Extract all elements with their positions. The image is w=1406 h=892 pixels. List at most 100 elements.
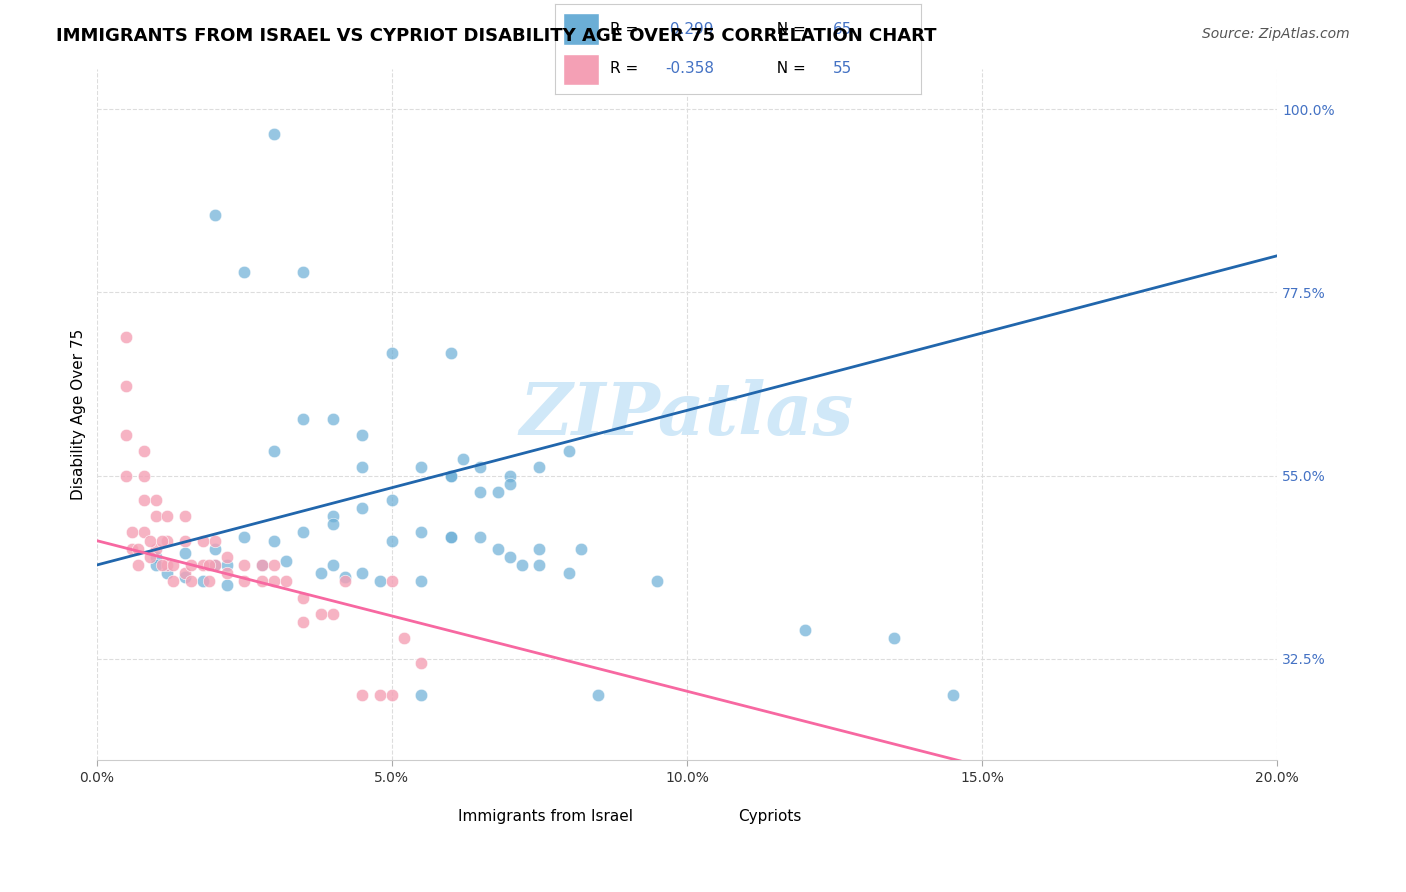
Point: [322, 517, 344, 532]
Point: [191, 574, 214, 589]
Point: [368, 574, 391, 589]
Point: [486, 541, 509, 556]
Point: [145, 541, 167, 556]
Point: [292, 411, 315, 425]
Text: Immigrants from Israel: Immigrants from Israel: [458, 809, 633, 824]
Point: [191, 558, 214, 572]
Point: [381, 688, 404, 702]
Point: [156, 509, 179, 524]
Point: [292, 525, 315, 540]
Point: [121, 525, 143, 540]
Point: [569, 541, 592, 556]
Point: [529, 541, 551, 556]
Point: [162, 558, 184, 572]
Point: [139, 533, 162, 548]
Point: [174, 566, 197, 581]
Text: -0.358: -0.358: [665, 62, 714, 76]
Point: [381, 533, 404, 548]
Point: [132, 525, 155, 540]
Point: [440, 468, 463, 483]
Point: [274, 554, 297, 568]
Point: [145, 558, 167, 572]
Point: [204, 208, 226, 222]
Point: [250, 574, 273, 589]
Text: 65: 65: [834, 22, 852, 37]
Point: [250, 558, 273, 572]
Point: [411, 688, 433, 702]
Point: [794, 623, 817, 637]
Point: [292, 591, 315, 605]
Text: N =: N =: [768, 22, 811, 37]
Point: [558, 444, 581, 458]
Point: [381, 346, 404, 360]
FancyBboxPatch shape: [562, 13, 599, 45]
Point: [381, 492, 404, 507]
Text: 0.299: 0.299: [665, 22, 713, 37]
Point: [440, 346, 463, 360]
Point: [292, 615, 315, 629]
Point: [174, 533, 197, 548]
Point: [115, 427, 138, 442]
Point: [156, 566, 179, 581]
Point: [322, 558, 344, 572]
Point: [322, 607, 344, 621]
Point: [309, 607, 332, 621]
Point: [174, 570, 197, 584]
Point: [132, 444, 155, 458]
Point: [529, 460, 551, 475]
Point: [204, 533, 226, 548]
Point: [204, 558, 226, 572]
Point: [132, 468, 155, 483]
Point: [352, 688, 374, 702]
Point: [250, 558, 273, 572]
Point: [333, 570, 356, 584]
FancyBboxPatch shape: [562, 54, 599, 85]
Point: [145, 509, 167, 524]
Point: [411, 460, 433, 475]
Text: ZIPatlas: ZIPatlas: [520, 379, 853, 450]
Point: [942, 688, 965, 702]
Text: IMMIGRANTS FROM ISRAEL VS CYPRIOT DISABILITY AGE OVER 75 CORRELATION CHART: IMMIGRANTS FROM ISRAEL VS CYPRIOT DISABI…: [56, 27, 936, 45]
Point: [588, 688, 610, 702]
Point: [322, 509, 344, 524]
Point: [470, 484, 492, 499]
Text: N =: N =: [768, 62, 811, 76]
Point: [180, 558, 202, 572]
Point: [440, 530, 463, 544]
Point: [322, 411, 344, 425]
Point: [215, 566, 238, 581]
Point: [499, 476, 522, 491]
Point: [558, 566, 581, 581]
Point: [309, 566, 332, 581]
Point: [121, 541, 143, 556]
Text: Source: ZipAtlas.com: Source: ZipAtlas.com: [1202, 27, 1350, 41]
Point: [499, 468, 522, 483]
Point: [139, 549, 162, 564]
Point: [368, 688, 391, 702]
Point: [233, 530, 256, 544]
Point: [292, 265, 315, 279]
Text: R =: R =: [610, 62, 644, 76]
Point: [499, 549, 522, 564]
Point: [263, 444, 285, 458]
Point: [150, 533, 173, 548]
Point: [263, 533, 285, 548]
Point: [198, 574, 221, 589]
Point: [883, 632, 905, 646]
Point: [274, 574, 297, 589]
Point: [191, 533, 214, 548]
Point: [411, 574, 433, 589]
Point: [233, 574, 256, 589]
Point: [145, 492, 167, 507]
Point: [647, 574, 669, 589]
Point: [352, 427, 374, 442]
Point: [156, 558, 179, 572]
Point: [174, 509, 197, 524]
Point: [451, 452, 474, 467]
Point: [204, 541, 226, 556]
Point: [150, 558, 173, 572]
Point: [127, 558, 149, 572]
Point: [263, 574, 285, 589]
Point: [529, 558, 551, 572]
Point: [204, 558, 226, 572]
